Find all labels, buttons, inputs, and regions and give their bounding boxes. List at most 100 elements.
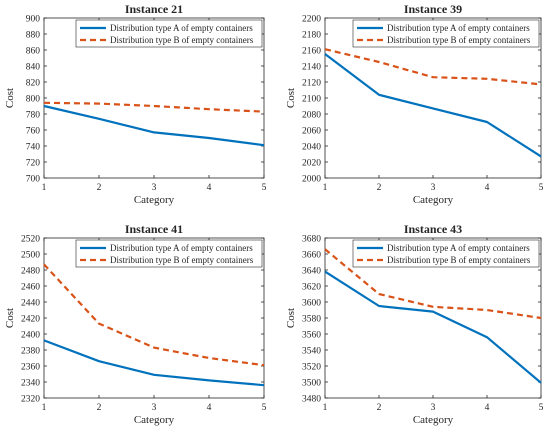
y-tick-label: 2020 <box>302 159 321 169</box>
y-tick-label: 2200 <box>302 15 321 25</box>
x-tick-label: 5 <box>262 403 267 413</box>
chart-panel-3: Instance 41 2320 2340 2360 2380 2400 2420 2440 2… <box>4 222 267 426</box>
y-tick-label: 2420 <box>21 315 40 325</box>
legend: Distribution type A of empty containers D… <box>75 19 263 48</box>
x-tick-label: 1 <box>323 403 328 413</box>
y-tick-label: 3680 <box>302 235 321 245</box>
x-tick-label: 2 <box>377 403 382 413</box>
series-line-type-a <box>43 104 265 147</box>
x-tick-label: 2 <box>97 403 102 413</box>
y-tick-label: 2180 <box>302 31 321 41</box>
legend-label: Distribution type B of empty containers <box>110 255 254 265</box>
y-tick-label: 3580 <box>302 315 321 325</box>
legend: Distribution type A of empty containers D… <box>75 239 263 268</box>
y-tick-label: 2060 <box>302 127 321 137</box>
y-tick-label: 3620 <box>302 283 321 293</box>
x-tick-label: 2 <box>377 183 382 193</box>
x-tick-label: 4 <box>207 403 212 413</box>
y-tick-label: 2460 <box>21 283 40 293</box>
legend-label: Distribution type B of empty containers <box>387 35 531 45</box>
legend-box <box>75 19 263 48</box>
y-tick-label: 2360 <box>21 363 40 373</box>
y-tick-label: 2140 <box>302 63 321 73</box>
series-line-type-a <box>324 270 542 384</box>
y-tick-label: 800 <box>26 95 41 105</box>
y-tick-label: 3540 <box>302 347 321 357</box>
x-tick-label: 3 <box>152 403 157 413</box>
x-tick-label: 1 <box>42 183 47 193</box>
y-tick-label: 2340 <box>21 379 40 389</box>
y-tick-label: 860 <box>26 47 41 57</box>
legend-box <box>352 19 540 48</box>
y-tick-label: 2120 <box>302 79 321 89</box>
y-tick-label: 3560 <box>302 331 321 341</box>
y-tick-label: 2380 <box>21 347 40 357</box>
y-tick-label: 2440 <box>21 299 40 309</box>
x-tick-label: 5 <box>539 183 544 193</box>
y-tick-label: 3640 <box>302 267 321 277</box>
legend: Distribution type A of empty containers D… <box>352 19 540 48</box>
y-tick-label: 3660 <box>302 251 321 261</box>
x-tick-label: 3 <box>431 183 436 193</box>
chart-title: Instance 21 <box>125 2 183 16</box>
series-line-type-b <box>43 101 265 113</box>
y-tick-label: 840 <box>26 63 41 73</box>
y-tick-label: 3520 <box>302 363 321 373</box>
series-line-type-a <box>324 53 542 158</box>
y-tick-label: 3500 <box>302 379 321 389</box>
legend-box <box>352 239 540 268</box>
y-tick-label: 760 <box>26 127 41 137</box>
y-tick-label: 2480 <box>21 267 40 277</box>
legend-label: Distribution type A of empty containers <box>387 23 530 33</box>
x-axis-label: Category <box>413 414 454 426</box>
y-axis-label: Cost <box>285 308 297 328</box>
legend-label: Distribution type A of empty containers <box>110 23 253 33</box>
chart-title: Instance 41 <box>125 222 183 236</box>
y-tick-label: 700 <box>26 175 41 185</box>
y-tick-label: 2040 <box>302 143 321 153</box>
x-tick-label: 5 <box>539 403 544 413</box>
series-line-type-b <box>324 48 542 86</box>
legend-label: Distribution type A of empty containers <box>110 243 253 253</box>
x-axis-label: Category <box>413 194 454 206</box>
chart-panel-2: Instance 39 2000 2020 2040 2060 2080 2100 2120 2… <box>285 2 544 206</box>
y-tick-label: 2500 <box>21 251 40 261</box>
y-tick-label: 2400 <box>21 331 40 341</box>
y-tick-label: 3600 <box>302 299 321 309</box>
x-tick-label: 3 <box>431 403 436 413</box>
y-tick-label: 2320 <box>21 395 40 405</box>
y-axis-label: Cost <box>285 88 297 108</box>
y-tick-label: 780 <box>26 111 41 121</box>
legend-box <box>75 239 263 268</box>
legend: Distribution type A of empty containers D… <box>352 239 540 268</box>
y-tick-label: 2000 <box>302 175 321 185</box>
legend-label: Distribution type B of empty containers <box>110 35 254 45</box>
y-tick-label: 720 <box>26 159 41 169</box>
y-tick-label: 900 <box>26 15 41 25</box>
series-line-type-b <box>43 263 265 367</box>
chart-panel-1: Instance 21 700 720 740 760 780 800 820 840 860 88… <box>4 2 267 206</box>
x-tick-label: 2 <box>97 183 102 193</box>
y-tick-label: 740 <box>26 143 41 153</box>
legend-label: Distribution type B of empty containers <box>387 255 531 265</box>
y-axis-label: Cost <box>4 88 16 108</box>
y-tick-label: 880 <box>26 31 41 41</box>
y-tick-label: 2080 <box>302 111 321 121</box>
x-tick-label: 4 <box>485 403 490 413</box>
x-tick-label: 5 <box>262 183 267 193</box>
x-tick-label: 1 <box>42 403 47 413</box>
chart-title: Instance 43 <box>404 222 462 236</box>
y-tick-label: 3480 <box>302 395 321 405</box>
chart-panel-4: Instance 43 3480 3500 3520 3540 3560 3580 3600 3… <box>285 222 544 426</box>
series-line-type-a <box>43 339 265 387</box>
y-tick-label: 2160 <box>302 47 321 57</box>
y-tick-label: 2100 <box>302 95 321 105</box>
y-tick-label: 2520 <box>21 235 40 245</box>
chart-title: Instance 39 <box>404 2 462 16</box>
x-axis-label: Category <box>134 194 175 206</box>
x-tick-label: 1 <box>323 183 328 193</box>
x-tick-label: 3 <box>152 183 157 193</box>
legend-label: Distribution type A of empty containers <box>387 243 530 253</box>
y-tick-label: 820 <box>26 79 41 89</box>
